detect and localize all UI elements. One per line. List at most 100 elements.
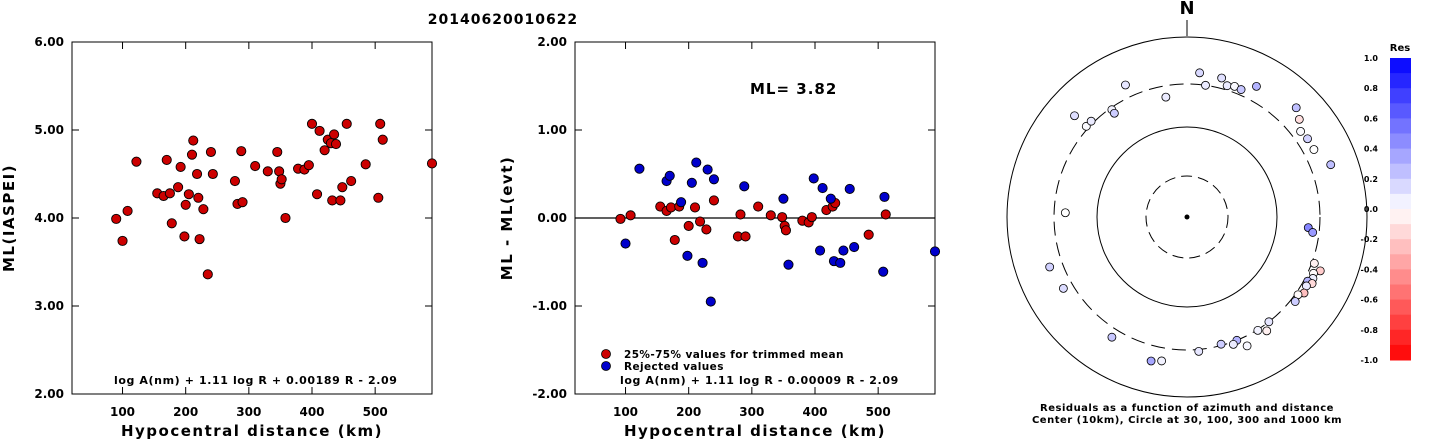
data-point <box>778 193 789 204</box>
data-point <box>319 145 330 156</box>
x-tick-label: 300 <box>236 405 261 419</box>
station-point <box>1242 341 1252 351</box>
x-axis-label: Hypocentral distance (km) <box>121 422 383 440</box>
station-point <box>1217 73 1227 83</box>
colorbar-cell <box>1390 254 1411 270</box>
x-tick-label: 500 <box>866 405 891 419</box>
data-point <box>863 229 874 240</box>
residual-distance-panel: 100 200 300 400 500 -2.00 -1.00 0.00 1.00 2.00 ML… <box>498 35 941 440</box>
data-point <box>131 156 142 167</box>
colorbar-cell <box>1390 133 1411 150</box>
data-point <box>111 213 122 224</box>
station-point <box>1058 283 1068 293</box>
colorbar-cell <box>1390 58 1411 74</box>
data-point <box>341 118 352 129</box>
y-tick-label: 2.00 <box>537 35 567 49</box>
data-point <box>665 202 677 213</box>
x-tick-label: 200 <box>676 405 701 419</box>
station-point <box>1290 297 1300 306</box>
colorbar-cell <box>1390 88 1411 104</box>
data-point <box>686 177 697 188</box>
data-point <box>825 193 836 204</box>
colorbar-title: Res <box>1390 43 1410 54</box>
data-point <box>161 154 172 165</box>
data-point <box>280 212 291 224</box>
data-point <box>180 199 191 210</box>
data-point <box>306 118 318 129</box>
colorbar-tick-label: -0.8 <box>1361 326 1379 335</box>
colorbar-tick-label: -0.2 <box>1361 235 1379 244</box>
data-point <box>229 175 240 187</box>
colorbar-cell <box>1390 299 1411 316</box>
station-point <box>1236 85 1246 94</box>
data-point <box>198 204 209 215</box>
colorbar-cell <box>1390 193 1411 210</box>
data-point <box>312 189 323 200</box>
colorbar-tick-label: -1.0 <box>1361 356 1379 365</box>
colorbar-cell <box>1390 209 1411 225</box>
y-tick-label: -2.00 <box>532 387 567 401</box>
station-point <box>1109 108 1119 118</box>
data-point <box>844 183 855 195</box>
north-label: N <box>1179 0 1194 19</box>
data-point <box>676 197 687 208</box>
x-tick-label: 500 <box>363 405 388 419</box>
data-point <box>166 218 177 229</box>
data-point <box>849 241 860 253</box>
station-point <box>1121 80 1130 90</box>
station-point <box>1216 339 1226 349</box>
data-point <box>669 234 680 246</box>
colorbar-tick-label: 0.0 <box>1364 205 1379 214</box>
station-point <box>1252 81 1261 91</box>
data-point <box>337 182 348 193</box>
station-point <box>1060 208 1070 218</box>
station-point <box>1161 92 1171 102</box>
data-point <box>880 209 891 220</box>
data-point <box>683 220 694 231</box>
station-point <box>1201 80 1210 90</box>
data-point <box>272 146 283 158</box>
data-point <box>701 224 712 235</box>
data-point <box>740 231 751 242</box>
ring-100km <box>1096 126 1278 308</box>
data-point <box>188 135 199 146</box>
data-point <box>173 182 184 193</box>
colorbar-cell <box>1390 284 1411 301</box>
data-point <box>691 157 702 168</box>
colorbar-cell <box>1390 314 1411 331</box>
data-point <box>835 257 846 268</box>
colorbar-tick-label: 0.6 <box>1364 114 1379 123</box>
data-point <box>705 296 716 307</box>
station-point <box>1303 134 1312 144</box>
data-point <box>878 266 889 277</box>
colorbar-tick-label: 1.0 <box>1364 54 1379 63</box>
station-point <box>1195 68 1205 78</box>
x-tick-label: 200 <box>173 405 198 419</box>
data-point <box>117 235 128 246</box>
data-point <box>303 160 314 171</box>
station-point <box>1296 127 1305 136</box>
data-point <box>194 234 205 245</box>
station-point <box>1228 339 1238 349</box>
data-point <box>330 139 342 150</box>
y-tick-label: 4.00 <box>34 211 64 225</box>
colorbar-cell <box>1390 224 1411 240</box>
data-point <box>777 212 788 223</box>
colorbar-cell <box>1390 148 1411 165</box>
data-point <box>753 201 764 212</box>
station-point <box>1309 258 1319 268</box>
station-point <box>1146 356 1156 366</box>
data-point <box>838 245 849 256</box>
station-point <box>1194 346 1204 356</box>
ml-annotation: ML= 3.82 <box>750 80 837 98</box>
x-tick-label: 100 <box>110 405 135 419</box>
data-point <box>183 189 194 200</box>
station-point <box>1291 103 1301 113</box>
data-point <box>815 245 826 256</box>
formula-text: log A(nm) + 1.11 log R + 0.00189 R - 2.0… <box>114 374 397 387</box>
data-point <box>360 159 371 170</box>
data-point <box>373 192 384 203</box>
data-point <box>708 174 719 185</box>
colorbar-cell <box>1390 269 1411 285</box>
data-point <box>237 197 248 208</box>
